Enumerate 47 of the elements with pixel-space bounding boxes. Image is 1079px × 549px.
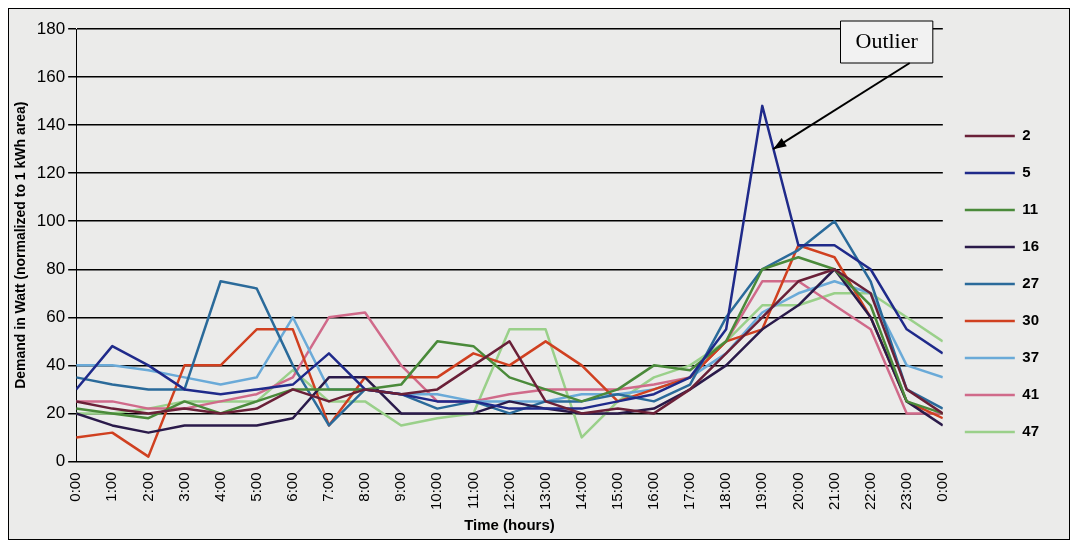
x-tick-label: 16:00 [644,472,662,511]
legend-label: 30 [1022,311,1039,329]
x-tick-label: 19:00 [752,472,770,511]
y-tick-label: 140 [36,114,66,134]
x-tick-label: 11:00 [463,472,481,509]
x-tick-label: 3:00 [174,472,192,502]
y-tick-label: 80 [46,258,66,278]
y-tick-label: 20 [46,403,66,423]
x-tick-label: 2:00 [138,472,156,502]
legend-label: 37 [1022,348,1039,366]
x-tick-label: 1:00 [102,472,120,502]
y-tick-label: 120 [36,162,66,182]
x-tick-label: 4:00 [210,472,228,502]
legend-label: 27 [1022,274,1039,292]
y-tick-label: 60 [46,307,66,326]
x-tick-label: 21:00 [824,472,842,511]
y-tick-label: 100 [36,210,66,230]
y-tick-label: 160 [36,66,66,86]
x-tick-label: 6:00 [282,472,300,502]
legend-label: 5 [1022,163,1031,181]
y-tick-label: 0 [55,451,66,471]
x-tick-label: 14:00 [571,472,589,511]
annotation: Outlier [855,27,919,53]
x-tick-label: 7:00 [319,472,337,502]
legend-label: 16 [1022,237,1039,255]
x-tick-label: 9:00 [391,472,409,502]
x-tick-label: 18:00 [716,472,734,511]
legend-label: 11 [1022,200,1039,218]
legend-label: 41 [1022,385,1039,403]
x-tick-label: 8:00 [355,472,373,502]
x-tick-label: 10:00 [427,472,445,511]
x-tick-label: 12:00 [499,472,517,511]
x-axis-title: Time (hours) [464,516,555,534]
x-tick-label: 20:00 [788,472,806,511]
x-tick-label: 0:00 [66,472,84,502]
x-tick-label: 22:00 [860,472,878,511]
legend-label: 47 [1022,422,1039,440]
y-axis-title: Demand in Watt (normalized to 1 kWh area) [12,101,29,389]
x-tick-label: 13:00 [535,472,553,511]
x-tick-label: 17:00 [680,472,698,511]
x-tick-label: 5:00 [246,472,264,502]
x-tick-label: 23:00 [896,472,914,511]
x-tick-label: 0:00 [932,472,950,502]
y-tick-label: 180 [36,18,66,38]
legend-label: 2 [1022,126,1031,144]
y-tick-label: 40 [46,355,66,375]
x-tick-label: 15:00 [607,472,625,511]
